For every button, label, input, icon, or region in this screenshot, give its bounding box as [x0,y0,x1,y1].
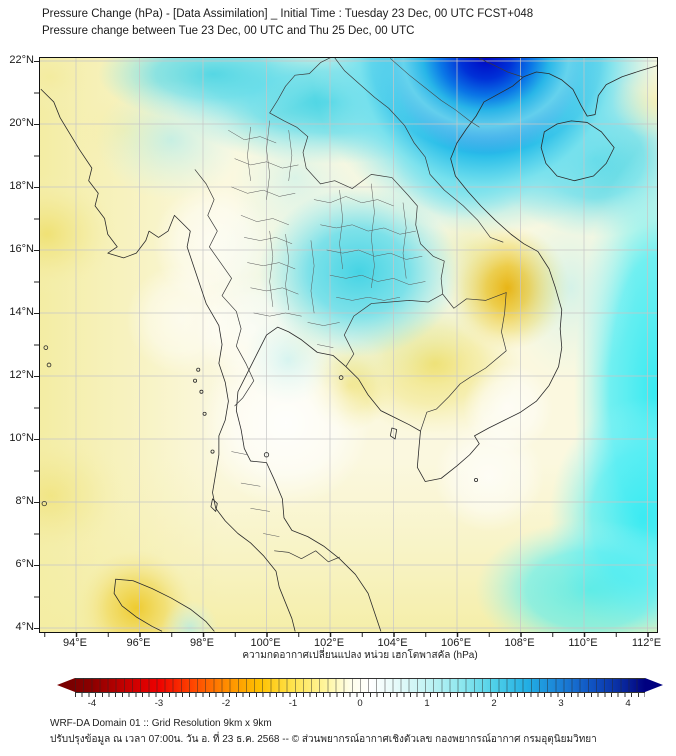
x-tick-label: 112°E [631,637,662,649]
y-tick-label: 6°N [15,558,34,570]
y-tick-label: 22°N [9,54,34,66]
y-tick-label: 4°N [15,621,34,633]
small-islands [42,346,478,512]
colorbar-segment-lines [75,678,645,693]
y-tick-label: 10°N [9,432,34,444]
graticule-gridlines [40,58,657,632]
colorbar-label: ความกดอากาศเปลี่ยนแปลง หน่วย เฮกโตพาสคัล… [242,650,478,661]
title-block: Pressure Change (hPa) - [Data Assimilati… [42,6,533,40]
colorbar-tick: -2 [221,698,231,709]
chart-title: Pressure Change (hPa) - [Data Assimilati… [42,8,534,20]
coastline-gulf-vietnam-china [236,59,657,631]
coastline-myanmar-thai-peninsula [41,89,295,631]
colorbar-tick: 3 [558,698,564,709]
colorbar-tick-labels: -4 -3 -2 -1 0 1 2 3 4 [57,698,663,710]
colorbar-tick: -4 [87,698,97,709]
red-river [390,58,479,127]
x-tick-label: 94°E [63,637,87,649]
y-tick-label: 12°N [9,369,34,381]
x-tick-label: 100°E [250,637,281,649]
colorbar-tick: 1 [424,698,430,709]
border-myanmar-thailand [195,170,254,406]
x-tick-label: 96°E [126,637,151,649]
colorbar-minor-ticks [75,693,645,697]
colorbar-tick: -3 [154,698,164,709]
colorbar-tick: 0 [357,698,363,709]
x-tick-label: 102°E [313,637,345,649]
colorbar-tick: 2 [491,698,497,709]
y-tick-label: 16°N [9,243,34,255]
colorbar [57,678,663,697]
x-tick-label: 104°E [377,637,408,649]
x-tick-label: 110°E [568,637,598,649]
footer-domain-info: WRF-DA Domain 01 :: Grid Resolution 9km … [50,718,272,729]
x-tick-label: 108°E [504,637,535,649]
border-laos-vietnam [335,58,503,242]
footer-credit-thai: ปรับปรุงข้อมูล ณ เวลา 07:00น. วัน อ. ที่… [50,734,597,745]
x-tick-label: 98°E [190,637,214,649]
pressure-field-svg [40,58,657,632]
map-plot [39,57,658,633]
border-thailand-malaysia [274,551,339,562]
border-thailand-cambodia [344,294,442,366]
border-cambodia-vietnam [420,293,506,432]
thai-province-boundaries [228,121,425,537]
coastline-hainan [541,121,614,181]
border-golden-triangle [270,58,330,137]
coastline-sumatra [114,579,214,631]
border-laos-cambodia [443,293,507,309]
x-tick-label: 106°E [440,637,472,649]
y-tick-label: 18°N [9,180,34,192]
colorbar-left-arrow [57,678,75,692]
y-tick-label: 8°N [15,495,34,507]
border-vietnam-china [479,58,522,76]
footer-block: WRF-DA Domain 01 :: Grid Resolution 9km … [50,716,597,748]
y-tick-label: 14°N [9,306,34,318]
colorbar-tick: 4 [625,698,631,709]
border-thailand-laos [303,137,444,294]
map-outlines [41,58,657,631]
y-tick-label: 20°N [9,117,34,129]
y-axis-ticks [34,58,39,632]
colorbar-gradient [75,678,645,693]
colorbar-right-arrow [645,678,663,692]
pressure-change-field [40,58,657,632]
x-axis-ticks [40,632,657,637]
chart-subtitle: Pressure change between Tue 23 Dec, 00 U… [42,25,415,37]
colorbar-tick: -1 [288,698,298,709]
